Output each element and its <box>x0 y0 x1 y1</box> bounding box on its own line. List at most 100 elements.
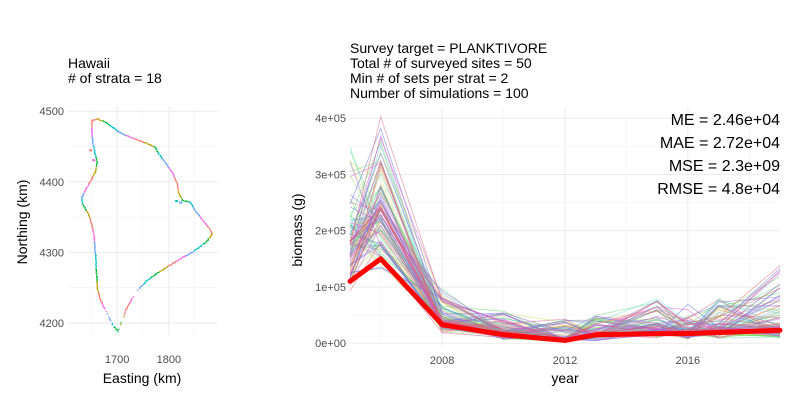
strata-point <box>93 244 96 247</box>
strata-point <box>142 141 145 144</box>
strata-point <box>81 199 83 201</box>
error-stat-label: MSE = 2.3e+09 <box>669 158 780 175</box>
strata-point <box>140 140 142 142</box>
strata-point <box>91 122 93 125</box>
strata-point <box>103 306 105 308</box>
strata-point <box>130 300 132 302</box>
strata-point <box>143 283 145 285</box>
strata-point <box>205 223 207 225</box>
strata-point <box>177 191 180 193</box>
strata-point <box>161 269 163 271</box>
strata-point <box>90 180 92 182</box>
strata-point <box>96 163 98 166</box>
strata-point <box>163 267 165 270</box>
strata-point <box>92 159 96 162</box>
strata-point <box>165 162 167 165</box>
strata-point <box>190 203 193 205</box>
strata-point <box>172 172 174 174</box>
strata-point <box>154 274 156 276</box>
strata-point <box>156 273 158 275</box>
strata-point <box>172 173 174 176</box>
strata-point <box>114 128 116 130</box>
strata-point <box>165 163 168 166</box>
strata-point <box>93 234 95 237</box>
strata-point <box>94 252 96 254</box>
strata-point <box>98 295 101 297</box>
strata-point <box>136 139 138 141</box>
strata-point <box>84 189 86 192</box>
strata-point <box>106 313 108 315</box>
strata-point <box>189 201 191 204</box>
strata-point <box>186 254 188 256</box>
strata-point <box>156 149 158 151</box>
map-panel: Hawaii # of strata = 18 1700 1800 4200 4300… <box>14 55 218 386</box>
strata-point <box>178 258 180 261</box>
strata-point <box>91 141 94 143</box>
strata-point <box>179 195 181 197</box>
error-stat-label: MAE = 2.72e+04 <box>660 135 780 152</box>
strata-point <box>90 222 92 224</box>
strata-point <box>121 132 123 135</box>
strata-point <box>91 122 93 124</box>
strata-point <box>116 129 118 132</box>
strata-point <box>160 155 162 158</box>
strata-point <box>176 260 178 262</box>
strata-point <box>162 158 164 160</box>
map-x-tick-label: 1800 <box>157 354 181 366</box>
strata-point <box>163 160 166 163</box>
strata-point <box>96 118 98 120</box>
strata-point <box>174 179 177 181</box>
strata-point <box>87 213 90 215</box>
strata-point <box>91 130 93 132</box>
strata-point <box>99 119 101 121</box>
strata-point <box>94 256 97 258</box>
strata-point <box>175 180 177 182</box>
strata-point <box>153 146 155 148</box>
strata-point <box>174 261 176 263</box>
strata-point <box>94 243 96 245</box>
strata-point <box>193 250 195 252</box>
strata-point <box>198 215 201 217</box>
strata-point <box>117 330 119 333</box>
strata-point <box>96 285 98 287</box>
strata-point <box>168 167 170 169</box>
strata-point <box>91 178 93 180</box>
map-x-axis-label: Easting (km) <box>103 370 182 386</box>
strata-point <box>175 181 178 183</box>
strata-point <box>131 137 133 139</box>
strata-point <box>94 154 97 156</box>
timeseries-x-tick-label: 2008 <box>430 355 454 367</box>
strata-point <box>205 241 208 243</box>
strata-point <box>139 286 141 289</box>
simulation-line <box>349 241 781 339</box>
strata-point <box>126 135 128 137</box>
timeseries-x-axis-label: year <box>551 370 579 386</box>
strata-point <box>167 164 169 166</box>
strata-point <box>169 169 172 171</box>
strata-point <box>137 139 140 142</box>
strata-point <box>120 322 122 324</box>
strata-point <box>204 242 207 244</box>
strata-point <box>180 197 183 199</box>
strata-point <box>202 219 204 221</box>
strata-point <box>209 228 211 230</box>
strata-point <box>85 188 87 191</box>
strata-point <box>96 161 99 164</box>
strata-point <box>85 208 87 211</box>
strata-point <box>96 287 99 289</box>
strata-point <box>175 260 177 262</box>
strata-point <box>185 255 188 257</box>
strata-point <box>102 305 104 307</box>
map-title: Hawaii <box>68 55 110 71</box>
strata-point <box>192 205 194 208</box>
timeseries-y-tick-label: 4e+05 <box>315 113 346 125</box>
strata-point <box>106 122 108 125</box>
strata-point <box>177 190 179 192</box>
strata-point <box>87 185 89 187</box>
strata-point <box>193 207 195 210</box>
strata-point <box>179 258 181 260</box>
strata-point <box>205 224 208 226</box>
strata-point <box>173 174 175 177</box>
timeseries-y-tick-label: 2e+05 <box>315 226 346 238</box>
